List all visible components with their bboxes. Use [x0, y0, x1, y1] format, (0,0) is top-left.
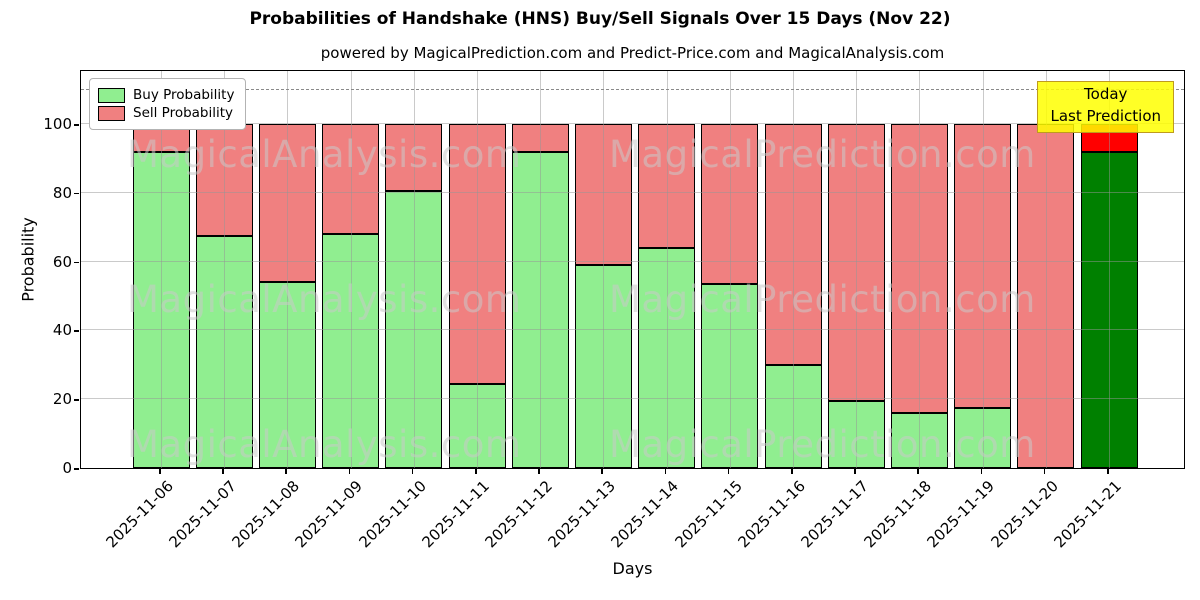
x-tick-mark — [1107, 469, 1109, 474]
y-tick-mark — [74, 261, 79, 264]
x-tick-mark — [411, 469, 414, 474]
x-tick-label-text: 2025-11-21 — [1050, 477, 1125, 552]
gridline-v — [729, 71, 731, 468]
x-tick-label-text: 2025-11-08 — [228, 477, 304, 552]
buy-swatch — [98, 87, 125, 103]
gridline-v — [477, 71, 478, 468]
watermark-text: MagicalAnalysis.com — [127, 133, 522, 176]
y-tick-mark — [74, 468, 79, 470]
x-tick-mark — [1043, 469, 1046, 474]
gridline-h — [81, 191, 1184, 193]
x-tick-mark — [222, 469, 224, 474]
today-annotation: Today Last Prediction — [1037, 81, 1174, 133]
x-tick-label-text: 2025-11-15 — [671, 477, 746, 552]
x-tick-mark — [980, 469, 983, 474]
y-tick-mark — [74, 399, 79, 401]
x-tick-label-text: 2025-11-12 — [481, 477, 556, 552]
legend: Buy Probability Sell Probability — [89, 78, 247, 130]
gridline-v — [919, 71, 921, 468]
x-tick-label-text: 2025-11-19 — [923, 477, 999, 552]
x-tick-label-text: 2025-11-16 — [734, 477, 809, 552]
watermark-text: MagicalPrediction.com — [609, 133, 1036, 176]
x-tick-mark — [538, 469, 540, 474]
x-tick-label-text: 2025-11-20 — [987, 477, 1062, 552]
x-tick-label-text: 2025-11-06 — [102, 477, 177, 552]
y-tick-label: 80 — [52, 183, 72, 202]
y-tick-mark — [74, 124, 79, 126]
x-axis-label: Days — [612, 559, 653, 578]
x-tick-mark — [854, 469, 856, 474]
watermark-text: MagicalPrediction.com — [609, 278, 1036, 321]
gridline-v — [1109, 71, 1110, 468]
chart-title: Probabilities of Handshake (HNS) Buy/Sel… — [249, 9, 951, 29]
gridline-v — [540, 71, 542, 468]
y-tick-label: 40 — [52, 321, 72, 340]
watermark-text: MagicalAnalysis.com — [127, 278, 522, 321]
y-tick-label: 20 — [52, 390, 72, 409]
y-tick-label: 100 — [43, 115, 72, 133]
x-tick-label-text: 2025-11-14 — [607, 477, 683, 552]
x-tick-mark — [601, 469, 603, 474]
x-tick-mark — [664, 469, 667, 474]
gridline-v — [161, 71, 162, 468]
legend-label-sell: Sell Probability — [133, 105, 234, 121]
x-tick-mark — [727, 469, 730, 474]
y-tick-mark — [74, 192, 79, 195]
x-tick-mark — [475, 469, 477, 474]
x-tick-label-text: 2025-11-10 — [355, 477, 430, 552]
x-tick-mark — [348, 469, 351, 474]
gridline-v — [1045, 71, 1047, 468]
gridline-h — [81, 260, 1184, 262]
gridline-v — [224, 71, 226, 468]
x-tick-label-text: 2025-11-09 — [291, 477, 367, 552]
gridline-v — [982, 71, 984, 468]
chart-subtitle: powered by MagicalPrediction.com and Pre… — [320, 44, 945, 62]
x-tick-label-text: 2025-11-17 — [797, 477, 872, 552]
x-tick-mark — [159, 469, 161, 474]
plot-area: MagicalAnalysis.com MagicalPrediction.com… — [80, 70, 1185, 469]
watermark-text: MagicalPrediction.com — [609, 423, 1036, 466]
legend-item-sell: Sell Probability — [98, 105, 234, 121]
today-annotation-line1: Today — [1084, 85, 1128, 103]
x-tick-mark — [285, 469, 287, 474]
sell-swatch — [98, 105, 125, 121]
gridline-v — [666, 71, 668, 468]
gridline-v — [350, 71, 352, 468]
gridline-h — [81, 398, 1184, 400]
watermark-text: MagicalAnalysis.com — [127, 423, 522, 466]
x-tick-label-text: 2025-11-13 — [544, 477, 620, 552]
gridline-v — [413, 71, 415, 468]
y-tick-label: 60 — [52, 252, 72, 271]
x-tick-mark — [791, 469, 793, 474]
gridline-v — [287, 71, 289, 468]
gridline-h — [81, 329, 1184, 331]
legend-label-buy: Buy Probability — [133, 87, 235, 103]
x-tick-label-text: 2025-11-18 — [860, 477, 936, 552]
y-tick-label: 0 — [62, 459, 72, 477]
gridline-v — [793, 71, 794, 468]
x-tick-label-text: 2025-11-11 — [418, 477, 493, 552]
threshold-dashed-line — [81, 88, 1184, 90]
gridline-v — [603, 71, 605, 468]
x-tick-mark — [917, 469, 919, 474]
x-tick-label-text: 2025-11-07 — [165, 477, 240, 552]
gridline-v — [856, 71, 858, 468]
today-annotation-line2: Last Prediction — [1050, 106, 1161, 125]
gridline-h — [81, 123, 1184, 124]
legend-item-buy: Buy Probability — [98, 87, 234, 103]
y-tick-mark — [74, 330, 79, 332]
